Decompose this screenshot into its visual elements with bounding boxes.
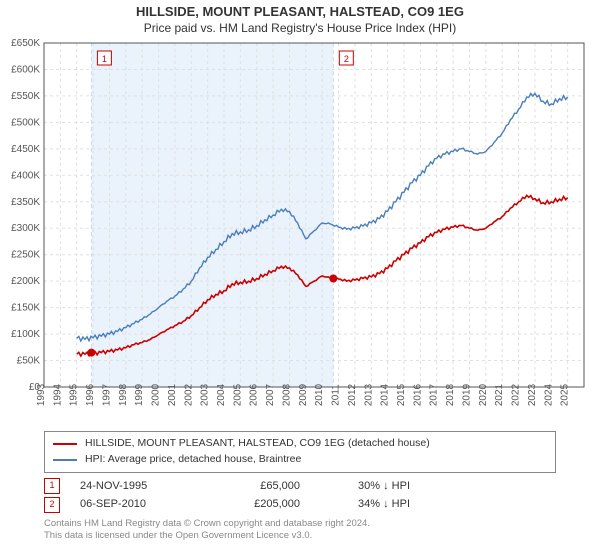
legend-label: HILLSIDE, MOUNT PLEASANT, HALSTEAD, CO9 … xyxy=(85,436,430,452)
svg-text:£350K: £350K xyxy=(11,197,40,208)
sale-hpi-delta: 30% ↓ HPI xyxy=(320,477,410,496)
sale-hpi-delta: 34% ↓ HPI xyxy=(320,495,410,514)
legend-label: HPI: Average price, detached house, Brai… xyxy=(85,452,301,468)
sale-date: 24-NOV-1995 xyxy=(80,477,200,496)
chart-container: HILLSIDE, MOUNT PLEASANT, HALSTEAD, CO9 … xyxy=(0,0,600,560)
sales-annotation-table: 1 24-NOV-1995 £65,000 30% ↓ HPI 2 06-SEP-2010… xyxy=(44,477,556,514)
svg-text:£50K: £50K xyxy=(17,356,41,367)
svg-text:£600K: £600K xyxy=(11,64,40,75)
svg-text:£650K: £650K xyxy=(11,38,40,49)
line-chart-svg: £0£50K£100K£150K£200K£250K£300K£350K£400… xyxy=(0,37,600,427)
svg-text:£400K: £400K xyxy=(11,170,40,181)
title-block: HILLSIDE, MOUNT PLEASANT, HALSTEAD, CO9 … xyxy=(0,0,600,37)
sale-marker-badge: 1 xyxy=(44,478,60,494)
legend-swatch xyxy=(53,459,77,461)
footnote-line: Contains HM Land Registry data © Crown c… xyxy=(44,518,556,530)
svg-text:1: 1 xyxy=(102,54,107,64)
sale-price: £205,000 xyxy=(220,495,300,514)
chart-subtitle: Price paid vs. HM Land Registry's House … xyxy=(0,21,600,35)
svg-text:£100K: £100K xyxy=(11,329,40,340)
svg-text:£300K: £300K xyxy=(11,223,40,234)
sale-price: £65,000 xyxy=(220,477,300,496)
sale-marker-badge: 2 xyxy=(44,497,60,513)
svg-text:£200K: £200K xyxy=(11,276,40,287)
legend-row: HPI: Average price, detached house, Brai… xyxy=(53,452,547,468)
sale-date: 06-SEP-2010 xyxy=(80,495,200,514)
chart-footnote: Contains HM Land Registry data © Crown c… xyxy=(44,518,556,543)
sale-annotation-row: 1 24-NOV-1995 £65,000 30% ↓ HPI xyxy=(44,477,556,496)
svg-text:2: 2 xyxy=(344,54,349,64)
chart-title: HILLSIDE, MOUNT PLEASANT, HALSTEAD, CO9 … xyxy=(0,4,600,19)
svg-text:£500K: £500K xyxy=(11,117,40,128)
chart-plot-area: £0£50K£100K£150K£200K£250K£300K£350K£400… xyxy=(0,37,600,427)
svg-text:£150K: £150K xyxy=(11,303,40,314)
legend-row: HILLSIDE, MOUNT PLEASANT, HALSTEAD, CO9 … xyxy=(53,436,547,452)
svg-text:£450K: £450K xyxy=(11,144,40,155)
chart-legend: HILLSIDE, MOUNT PLEASANT, HALSTEAD, CO9 … xyxy=(44,431,556,473)
svg-text:£250K: £250K xyxy=(11,250,40,261)
sale-annotation-row: 2 06-SEP-2010 £205,000 34% ↓ HPI xyxy=(44,495,556,514)
svg-text:£550K: £550K xyxy=(11,91,40,102)
legend-swatch xyxy=(53,443,77,445)
footnote-line: This data is licensed under the Open Gov… xyxy=(44,530,556,542)
